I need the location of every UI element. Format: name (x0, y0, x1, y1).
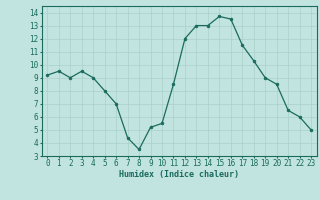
X-axis label: Humidex (Indice chaleur): Humidex (Indice chaleur) (119, 170, 239, 179)
